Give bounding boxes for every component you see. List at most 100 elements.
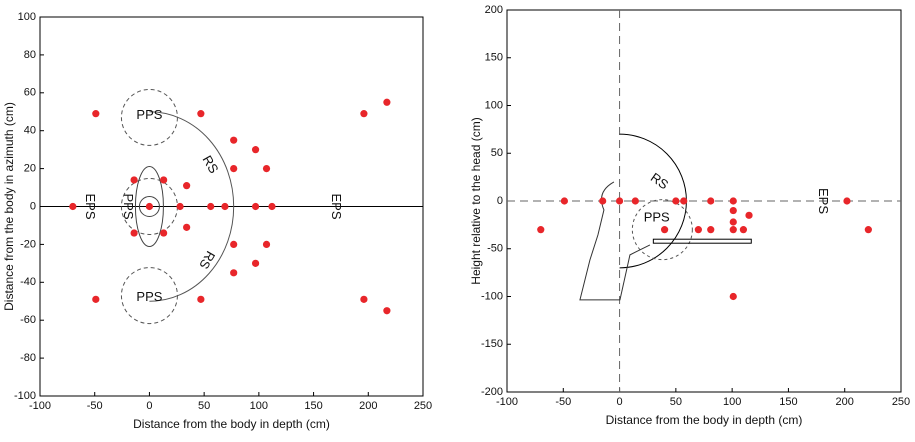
table <box>652 238 752 244</box>
y-tick-label: 100 <box>485 99 503 111</box>
data-point <box>739 226 748 234</box>
x-tick-label: -50 <box>87 400 103 412</box>
data-point <box>230 269 238 277</box>
data-point <box>729 197 737 205</box>
annotation: PPS <box>121 193 136 219</box>
annotation: PPS <box>644 210 670 225</box>
head <box>138 196 160 217</box>
y-tick-label: -50 <box>487 243 503 255</box>
data-point <box>599 197 607 205</box>
data-point <box>672 197 680 205</box>
body <box>134 166 164 247</box>
x-tick-label: 250 <box>414 400 432 412</box>
y-tick-label: 200 <box>485 4 503 16</box>
y-tick-label: -100 <box>14 390 36 402</box>
y-tick-label: 50 <box>491 147 503 159</box>
data-point <box>560 197 569 205</box>
x-tick-label: 150 <box>779 396 797 408</box>
y-tick-label: -80 <box>20 352 36 364</box>
y-tick-label: -20 <box>20 238 36 250</box>
x-tick-label: 200 <box>359 400 377 412</box>
annotation: RS <box>196 249 218 272</box>
y-tick-label: -200 <box>481 386 503 398</box>
data-point <box>729 206 737 215</box>
data-point <box>615 197 624 205</box>
data-point <box>843 197 851 205</box>
data-point <box>207 202 215 211</box>
data-point <box>383 98 391 106</box>
data-point <box>360 110 368 118</box>
data-point <box>92 295 100 303</box>
x-tick-label: 50 <box>670 396 682 408</box>
y-tick-label: -60 <box>20 314 36 326</box>
data-point <box>537 226 545 234</box>
x-tick-label: 50 <box>198 400 210 412</box>
annotation: EPS <box>816 188 831 214</box>
data-point <box>183 223 191 231</box>
x-tick-label: 100 <box>723 396 741 408</box>
data-point <box>160 176 168 184</box>
x-tick-label: 250 <box>892 396 910 408</box>
data-point <box>729 218 737 226</box>
pps-circle <box>120 267 178 325</box>
x-tick-label: 200 <box>836 396 854 408</box>
annotation: RS <box>200 153 222 176</box>
schematic <box>507 10 901 392</box>
data-point <box>661 226 669 234</box>
y-tick-label: 40 <box>24 125 36 137</box>
data-point <box>360 295 368 303</box>
data-point <box>729 292 737 301</box>
data-point <box>694 226 702 234</box>
data-point <box>176 202 184 211</box>
y-tick-label: 100 <box>18 11 36 23</box>
y-tick-label: 60 <box>24 87 36 99</box>
data-point <box>262 240 271 248</box>
y-tick-label: 150 <box>485 52 503 64</box>
annotation: RS <box>648 170 672 193</box>
y-tick-label: -100 <box>481 290 503 302</box>
data-point <box>183 182 191 190</box>
data-point <box>92 110 100 118</box>
y-tick-label: 20 <box>24 163 36 175</box>
data-point <box>251 146 260 154</box>
rs-arc <box>149 111 235 302</box>
data-point <box>230 240 238 248</box>
x-tick-label: 150 <box>304 400 322 412</box>
data-point <box>221 202 229 211</box>
x-tick-label: -100 <box>496 396 518 408</box>
data-point <box>707 197 715 205</box>
data-point <box>864 226 872 234</box>
data-point <box>145 202 154 211</box>
x-axis-label: Distance from the body in depth (cm) <box>606 413 803 427</box>
annotation: PPS <box>136 289 162 304</box>
x-tick-label: -100 <box>29 400 51 412</box>
y-tick-label: -40 <box>20 276 36 288</box>
pps-circle <box>120 88 178 146</box>
data-point <box>130 229 138 237</box>
data-point <box>680 197 688 205</box>
data-point <box>707 226 715 234</box>
data-point <box>197 295 205 303</box>
data-point <box>69 202 77 211</box>
data-point <box>251 259 260 267</box>
x-axis-label: Distance from the body in depth (cm) <box>133 417 330 431</box>
data-point <box>383 307 391 315</box>
y-axis-label: Height relative to the head (cm) <box>469 117 483 284</box>
pps-circle <box>631 199 693 261</box>
annotation: PPS <box>136 107 162 122</box>
data-point <box>268 202 276 211</box>
x-tick-label: -50 <box>555 396 571 408</box>
x-tick-label: 100 <box>250 400 268 412</box>
data-point <box>230 136 238 144</box>
data-point <box>262 165 271 173</box>
x-tick-label: 0 <box>617 396 623 408</box>
annotation: EPS <box>83 193 98 219</box>
y-tick-label: 80 <box>24 49 36 61</box>
data-point <box>160 229 168 237</box>
data-point <box>130 176 138 184</box>
data-point <box>729 226 737 234</box>
data-point <box>197 110 205 118</box>
data-point <box>631 197 639 205</box>
person <box>579 181 651 301</box>
